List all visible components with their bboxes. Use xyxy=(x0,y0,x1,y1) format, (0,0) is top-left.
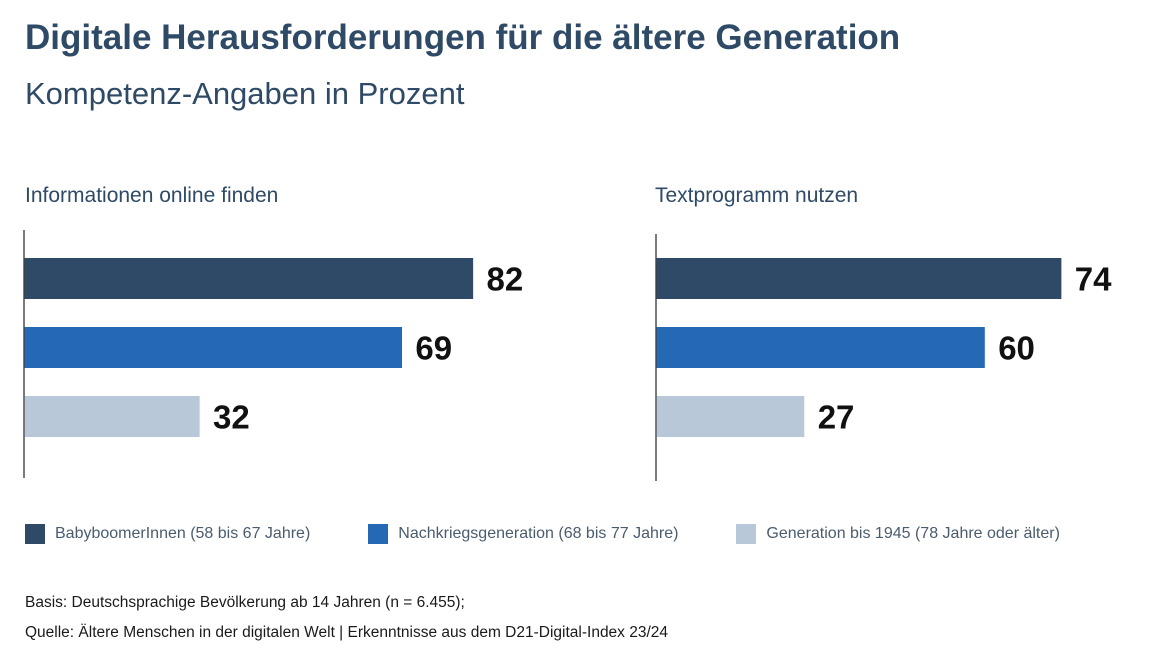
data-label-informationen-nachkrieg: 69 xyxy=(415,330,452,367)
legend-item-babyboomer: BabyboomerInnen (58 bis 67 Jahre) xyxy=(25,524,310,544)
data-label-informationen-gen1945: 32 xyxy=(213,399,250,436)
legend-label-babyboomer: BabyboomerInnen (58 bis 67 Jahre) xyxy=(55,525,311,542)
chart-title: Digitale Herausforderungen für die älter… xyxy=(25,18,901,57)
footnote-basis: Basis: Deutschsprachige Bevölkerung ab 1… xyxy=(25,594,465,611)
data-label-informationen-babyboomer: 82 xyxy=(487,261,524,298)
legend-item-nachkrieg: Nachkriegsgeneration (68 bis 77 Jahre) xyxy=(368,524,678,544)
panel-title-informationen: Informationen online finden xyxy=(25,184,279,207)
bar-textprogramm-nachkrieg xyxy=(656,327,985,368)
bar-informationen-gen1945 xyxy=(24,396,200,437)
legend-label-nachkrieg: Nachkriegsgeneration (68 bis 77 Jahre) xyxy=(398,525,679,542)
legend-swatch-gen1945 xyxy=(736,524,757,544)
footnote-quelle: Quelle: Ältere Menschen in der digitalen… xyxy=(25,624,669,641)
bar-textprogramm-babyboomer xyxy=(656,258,1062,299)
legend-label-gen1945: Generation bis 1945 (78 Jahre oder älter… xyxy=(766,525,1060,542)
bar-informationen-babyboomer xyxy=(24,258,474,299)
data-label-textprogramm-gen1945: 27 xyxy=(818,399,855,436)
panel-title-textprogramm: Textprogramm nutzen xyxy=(655,184,859,207)
legend: BabyboomerInnen (58 bis 67 Jahre) Nachkr… xyxy=(25,524,1118,544)
legend-item-gen1945: Generation bis 1945 (78 Jahre oder älter… xyxy=(736,524,1060,544)
legend-swatch-nachkrieg xyxy=(368,524,389,544)
bar-informationen-nachkrieg xyxy=(24,327,403,368)
data-label-textprogramm-babyboomer: 74 xyxy=(1075,261,1112,298)
bar-textprogramm-gen1945 xyxy=(656,396,805,437)
data-label-textprogramm-nachkrieg: 60 xyxy=(998,330,1035,367)
legend-swatch-babyboomer xyxy=(25,524,45,544)
chart-subtitle: Kompetenz-Angaben in Prozent xyxy=(25,76,465,111)
